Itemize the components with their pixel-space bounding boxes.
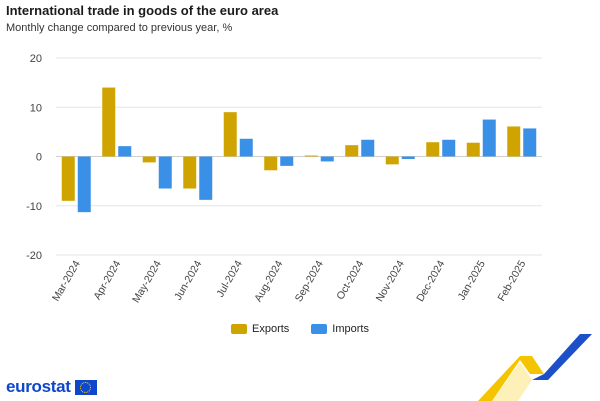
bar-exports [264, 156, 278, 171]
logo-text: eurostat [6, 377, 71, 396]
x-tick-label: Jul-2024 [214, 258, 245, 299]
bar-exports [183, 156, 197, 189]
y-tick-label: 20 [30, 53, 42, 65]
x-tick-label: Apr-2024 [91, 258, 123, 302]
x-tick-label: May-2024 [130, 258, 164, 305]
eu-flag-icon [74, 379, 97, 395]
legend-item-imports[interactable]: Imports [311, 323, 369, 335]
bar-imports [199, 156, 213, 200]
bar-imports [523, 128, 537, 157]
x-tick-label: Oct-2024 [334, 258, 366, 302]
bar-imports [239, 138, 253, 157]
bar-exports [466, 142, 480, 157]
bar-imports [320, 156, 334, 162]
x-tick-label: Mar-2024 [50, 258, 83, 303]
legend-swatch-exports [231, 324, 247, 334]
bar-exports [426, 142, 440, 157]
x-tick-label: Aug-2024 [252, 258, 285, 304]
bar-imports [482, 119, 496, 157]
bar-exports [102, 87, 116, 157]
bar-imports [361, 139, 375, 157]
bar-exports [507, 126, 521, 157]
x-tick-label: Feb-2025 [495, 258, 528, 303]
x-tick-label: Dec-2024 [414, 258, 447, 304]
chart-legend: Exports Imports [0, 323, 600, 335]
legend-swatch-imports [311, 324, 328, 334]
bar-imports [118, 146, 132, 157]
bar-exports [142, 156, 156, 163]
bar-imports [401, 156, 415, 159]
bar-exports [385, 156, 399, 165]
y-tick-label: -20 [26, 250, 42, 262]
y-tick-label: 10 [30, 102, 42, 114]
bar-chart: -20 -10 0 10 20 Mar-2024 Apr-2024 May-2024 Jun-2… [26, 53, 542, 305]
bar-imports [442, 139, 456, 157]
x-tick-label: Nov-2024 [374, 258, 407, 304]
legend-label-exports: Exports [252, 323, 290, 335]
eurostat-logo[interactable]: eurostat [6, 377, 97, 397]
x-tick-label: Jun-2024 [172, 258, 204, 302]
decorative-chevron-icon [478, 334, 592, 401]
bar-imports [280, 156, 294, 166]
bar-exports [61, 156, 75, 201]
bar-exports [223, 112, 237, 157]
bar-exports [345, 145, 359, 157]
y-tick-label: 0 [36, 152, 42, 164]
legend-item-exports[interactable]: Exports [231, 323, 289, 335]
y-tick-label: -10 [26, 201, 42, 213]
bar-imports [77, 156, 91, 213]
bar-exports [304, 155, 318, 157]
chart-title: International trade in goods of the euro… [6, 3, 279, 18]
chart-subtitle: Monthly change compared to previous year… [6, 22, 233, 34]
x-tick-label: Sep-2024 [293, 258, 326, 304]
legend-label-imports: Imports [332, 323, 369, 335]
x-tick-label: Jan-2025 [456, 258, 488, 302]
bar-imports [158, 156, 172, 189]
